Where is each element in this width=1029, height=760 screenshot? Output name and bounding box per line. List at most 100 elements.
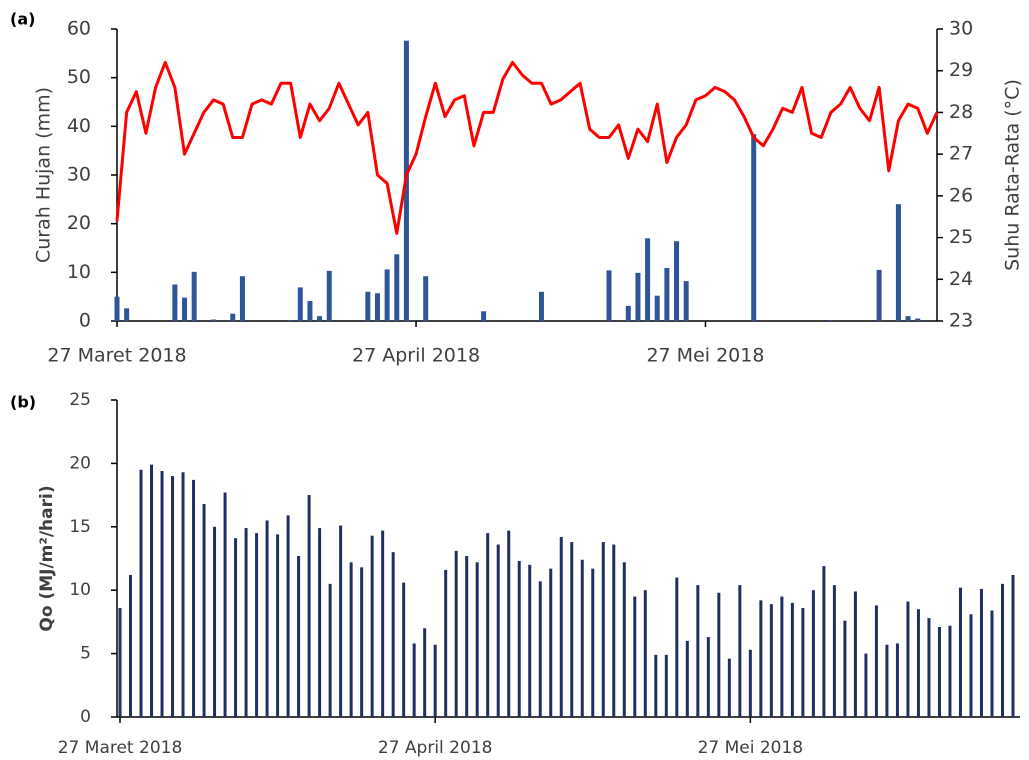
bar [790, 602, 794, 717]
bar [905, 316, 911, 321]
y-tick-label: 20 [69, 453, 91, 473]
bar [727, 658, 731, 717]
bar [391, 552, 395, 717]
bar [412, 643, 416, 717]
bar [895, 204, 901, 321]
bar [664, 267, 670, 321]
y-tick-label: 50 [67, 66, 91, 88]
y-axis-title: Qo (MJ/m²/hari) [37, 485, 57, 631]
bar [927, 618, 931, 717]
bar [864, 653, 868, 717]
bar [244, 528, 248, 717]
bar [465, 555, 469, 717]
bar [538, 291, 544, 321]
bar [654, 295, 660, 321]
bar [635, 272, 641, 321]
bar [255, 533, 259, 717]
bar [979, 588, 983, 717]
bar [433, 644, 437, 717]
bar [948, 625, 952, 717]
bar [317, 316, 323, 321]
y-tick-label: 25 [69, 390, 91, 410]
bar [171, 476, 175, 717]
bar [360, 567, 364, 717]
x-tick-label: 27 April 2018 [378, 738, 493, 758]
y2-tick-label: 25 [949, 226, 973, 248]
bar [326, 270, 332, 321]
bar [612, 544, 616, 717]
bar [876, 269, 882, 321]
bar [192, 479, 196, 717]
y2-tick-label: 28 [949, 101, 973, 123]
bar [559, 536, 563, 717]
bar [202, 503, 206, 717]
bar [365, 291, 371, 321]
panel-label: (b) [10, 393, 36, 412]
y-tick-label: 0 [80, 707, 91, 727]
bar [423, 628, 427, 717]
bar [213, 526, 217, 717]
bar [129, 574, 133, 717]
bar [528, 564, 532, 717]
bar [1000, 583, 1004, 717]
x-tick-label: 27 Mei 2018 [646, 345, 764, 367]
bar [318, 528, 322, 717]
bar [664, 654, 668, 717]
bar [286, 515, 290, 717]
x-tick-label: 27 April 2018 [352, 345, 480, 367]
bar [486, 533, 490, 717]
bar [915, 318, 921, 321]
y-tick-label: 20 [67, 212, 91, 234]
y-tick-label: 10 [67, 261, 91, 283]
bar [769, 604, 773, 717]
bar [339, 525, 343, 717]
bar [210, 319, 216, 321]
bar [748, 649, 752, 717]
bar [114, 296, 120, 321]
bar [717, 592, 721, 717]
bar [381, 530, 385, 717]
bar [496, 544, 500, 717]
bar [276, 534, 280, 717]
x-tick-label: 27 Mei 2018 [698, 738, 804, 758]
y2-tick-label: 26 [949, 184, 973, 206]
bar [507, 530, 511, 717]
y-tick-label: 40 [67, 115, 91, 137]
y2-tick-label: 29 [949, 59, 973, 81]
bar [118, 607, 122, 717]
bar [538, 581, 542, 717]
bar [1011, 574, 1015, 717]
bar [738, 585, 742, 717]
bar [675, 577, 679, 717]
bar [853, 591, 857, 717]
bar [828, 320, 834, 321]
x-tick-label: 27 Maret 2018 [58, 738, 183, 758]
bar [307, 301, 313, 321]
bar [683, 281, 689, 321]
bar [843, 620, 847, 717]
y-tick-label: 10 [69, 580, 91, 600]
bar [230, 313, 236, 321]
y-tick-label: 15 [69, 517, 91, 537]
bar [591, 568, 595, 717]
bar [570, 542, 574, 717]
bar [759, 600, 763, 717]
bar [297, 555, 301, 717]
bar [444, 569, 448, 717]
bar [297, 287, 303, 321]
bar [633, 596, 637, 717]
bar [384, 269, 390, 321]
y2-tick-label: 27 [949, 143, 973, 165]
bar [937, 626, 941, 717]
bar [549, 568, 553, 717]
bar [370, 535, 374, 717]
bar [654, 654, 658, 717]
bar [454, 550, 458, 717]
bar [307, 495, 311, 717]
bar [402, 582, 406, 717]
bar [706, 637, 710, 717]
bar [751, 134, 757, 321]
bar [150, 464, 154, 717]
bar [481, 311, 487, 321]
